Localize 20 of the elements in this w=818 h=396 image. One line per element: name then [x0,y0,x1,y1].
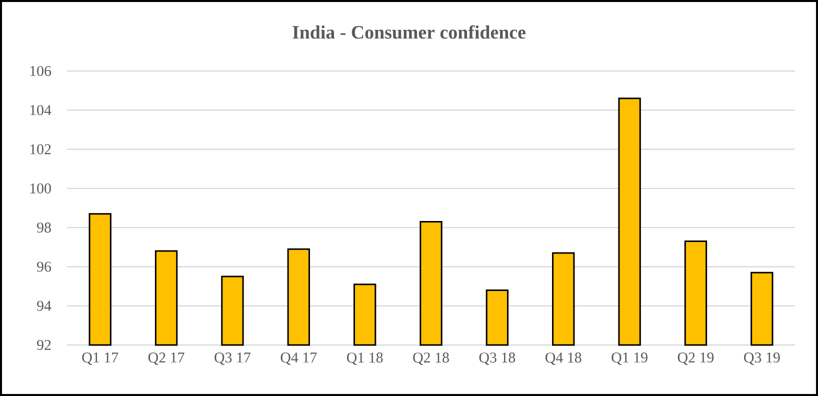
x-tick-label: Q2 17 [148,352,184,365]
x-tick-label: Q4 18 [546,352,582,365]
x-tick-label: Q1 17 [82,352,118,365]
y-tick-label: 102 [30,144,51,154]
x-tick-label: Q3 18 [479,352,516,365]
y-tick-label: 96 [37,262,52,272]
x-tick-label: Q2 18 [413,352,449,365]
x-tick-label: Q3 19 [744,352,780,365]
y-tick-label: 92 [37,340,51,350]
x-tick-label: Q1 18 [346,352,383,365]
y-tick-label: 98 [37,222,51,233]
x-tick-label: Q1 19 [612,352,648,365]
y-tick-label: 106 [30,66,52,76]
x-tick-label: Q2 19 [678,352,714,365]
y-tick-label: 100 [30,183,51,194]
x-tick-label: Q4 17 [280,352,317,365]
y-tick-label: 104 [30,105,52,116]
x-tick-label: Q3 17 [214,352,250,365]
chart-title: India - Consumer confidence [292,25,526,39]
y-tick-label: 94 [37,300,52,311]
